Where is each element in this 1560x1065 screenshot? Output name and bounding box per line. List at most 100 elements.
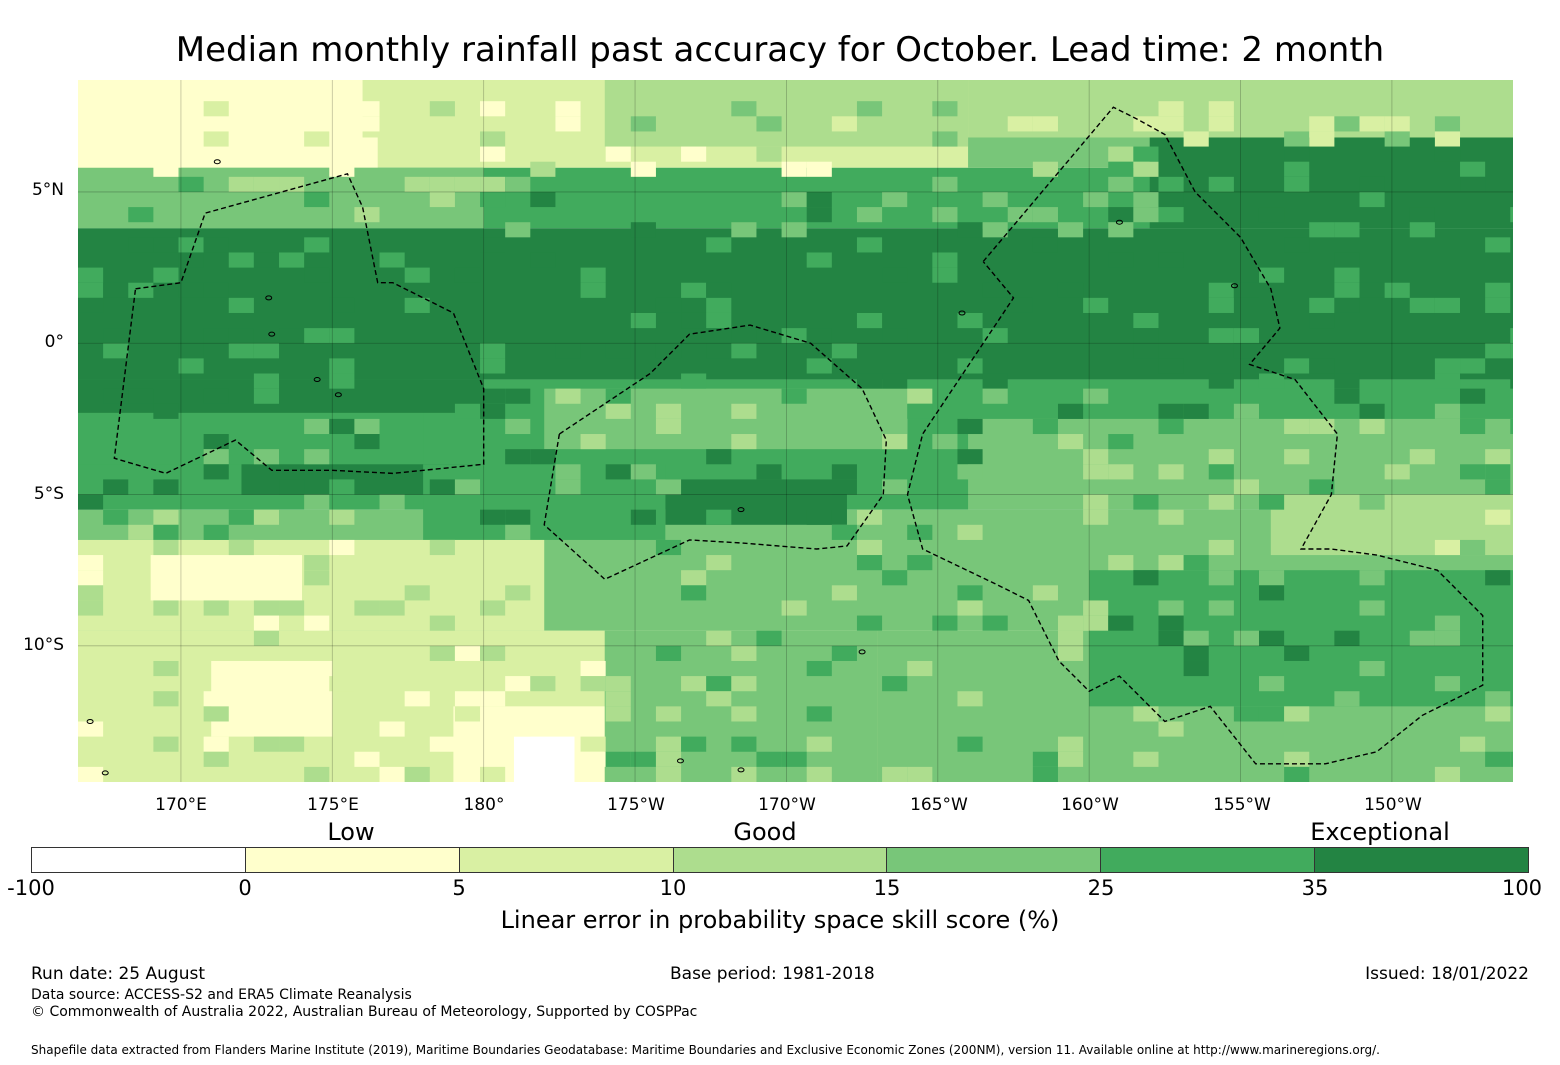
skill-cell [1434,403,1461,419]
skill-cell [304,570,330,586]
colorbar-tick-label: 10 [659,876,687,900]
skill-cell [932,176,958,192]
skill-cell [831,464,857,480]
skill-cell [1158,191,1184,208]
skill-cell [882,766,908,782]
skill-cell [580,751,606,767]
skill-cell [907,555,933,571]
skill-cell [253,600,280,616]
skill-cell [932,267,958,283]
skill-cell [228,176,254,192]
skill-cell [1384,131,1410,147]
skill-cell [831,585,857,601]
skill-cell [1183,630,1209,646]
skill-cell [354,418,380,435]
skill-cell [1485,464,1511,480]
skill-cell [454,176,481,192]
skill-cell [530,449,556,465]
skill-cell [655,766,682,782]
eez-boundary [906,106,1484,765]
skill-cell [982,191,1008,208]
map-panel[interactable] [78,80,1513,782]
skill-cell [480,645,506,661]
skill-cell [1258,585,1285,601]
skill-cell [329,509,355,525]
colorbar-tick-label: 15 [873,876,901,900]
skill-cell [781,328,807,344]
skill-cell [1409,222,1435,238]
skill-cell [1108,434,1134,450]
skill-cell [1258,494,1285,510]
skill-cell [253,630,280,646]
skill-cell [480,403,506,419]
skill-cell [1083,464,1109,480]
skill-cell [153,600,179,616]
skill-cell [681,373,707,389]
skill-cell [1158,176,1184,192]
skill-cell [907,766,933,782]
issued-date: Issued: 18/01/2022 [1365,964,1529,984]
skill-cell [228,343,254,359]
skill-cell [454,706,481,722]
skill-cell [681,570,707,586]
skill-cell [1460,358,1486,374]
skill-cell [1460,176,1486,192]
skill-cell [1233,403,1259,419]
skill-cell [1032,207,1058,223]
colorbar-tick-label: 100 [1501,876,1543,900]
category-good-label: Good [733,818,797,846]
skill-cell [329,539,355,556]
skill-cell [1158,101,1184,117]
skill-cell [454,403,481,419]
skill-cell [580,660,606,677]
skill-cell [203,691,229,707]
skill-cell [731,676,757,692]
skill-cell [655,403,682,419]
skill-cell [404,691,430,707]
skill-cell [605,751,631,767]
skill-cell [1434,297,1461,313]
skill-cell [1434,131,1461,147]
skill-cell [253,615,280,631]
copyright-notice: © Commonwealth of Australia 2022, Austra… [31,1004,698,1020]
skill-cell [404,585,430,601]
skill-cell [480,237,506,253]
skill-cell [655,539,682,556]
skill-cell [907,403,933,419]
skill-cell [605,464,631,480]
skill-cell [505,222,531,238]
skill-cell [907,524,933,540]
skill-cell [1284,358,1310,374]
colorbar-segment-1 [32,848,246,872]
lon-label-155w: 155°W [1213,795,1271,815]
skill-cell [153,267,179,283]
skill-cell [1233,479,1259,495]
island-outline [334,392,342,398]
island-outline [958,310,966,316]
category-low-label: Low [327,818,375,846]
skill-cell [982,373,1008,389]
skill-cell [681,282,707,298]
skill-cell [429,191,455,208]
island-outline [265,295,273,301]
skill-cell [831,645,857,661]
skill-cell [1460,161,1486,177]
colorbar-segment-5 [887,848,1102,872]
skill-cell [982,222,1008,238]
skill-cell [580,736,606,752]
skill-cell [429,645,455,661]
skill-cell [681,736,707,752]
skill-cell [1108,222,1134,238]
skill-cell [228,539,254,556]
skill-cell [1133,161,1159,177]
skill-cell [756,116,782,132]
skill-cell [856,207,883,223]
skill-cell [706,282,732,298]
skill-cell [806,191,832,208]
skill-cell [957,736,983,752]
island-outline [86,718,94,724]
skill-cell [1434,373,1461,389]
skill-cell [253,706,280,722]
skill-cell [932,131,958,147]
skill-cell [480,101,506,117]
